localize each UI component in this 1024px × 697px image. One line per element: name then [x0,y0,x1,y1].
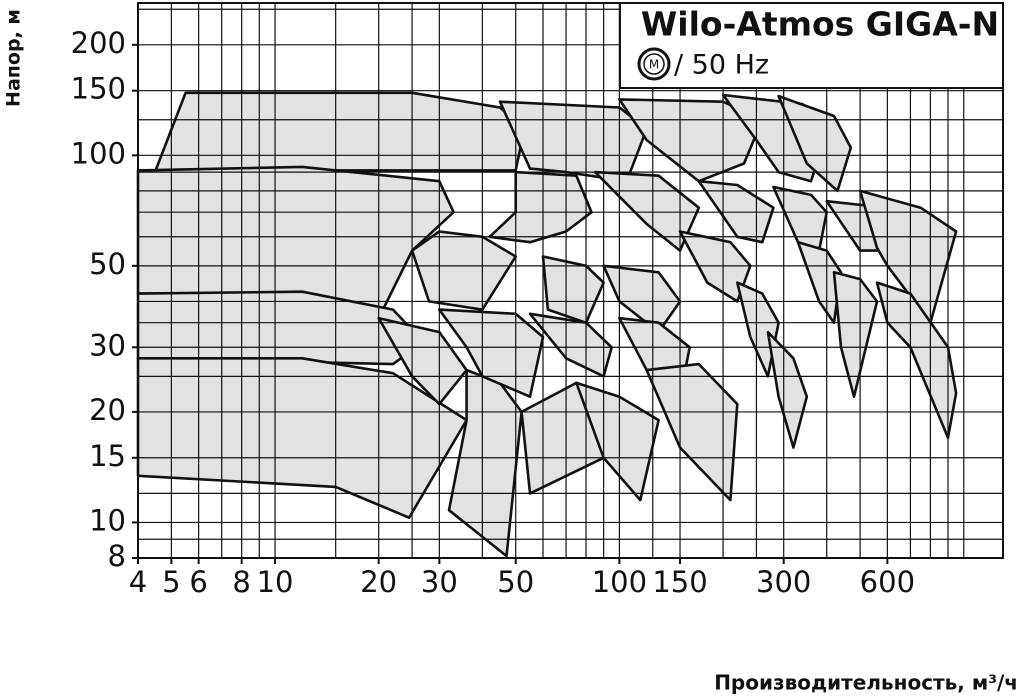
performance-region [528,312,613,378]
x-tick-label: 30 [421,565,458,599]
performance-region [645,362,739,502]
motor-icon [637,47,671,81]
y-tick-label: 30 [89,328,126,362]
y-tick-label: 20 [89,393,126,427]
y-tick-label: 50 [89,247,126,281]
performance-region [593,170,701,252]
performance-region [832,271,879,398]
y-tick-label: 15 [89,439,126,473]
performance-region [678,230,752,303]
x-tick-label: 10 [257,565,294,599]
title-box [619,2,1004,89]
chart-title: Wilo-Atmos GIGA-N [641,5,999,44]
y-tick-label: 10 [89,503,126,537]
y-tick-label: 150 [71,72,126,106]
performance-region [541,255,605,324]
performance-region [447,368,523,558]
x-tick-label: 50 [497,565,534,599]
y-tick-label: 200 [71,26,126,60]
x-tick-label: 20 [360,565,397,599]
performance-region [488,170,593,244]
plot-frame [137,2,1004,559]
x-tick-label: 100 [592,565,647,599]
motor-symbol: M [649,58,659,72]
performance-region [772,185,828,252]
x-tick-label: 8 [232,565,250,599]
performance-region [602,264,682,334]
x-tick-label: 300 [756,565,811,599]
y-axis-label: Напор, м [3,9,25,107]
x-tick-label: 6 [189,565,207,599]
performance-region [498,100,648,183]
x-tick-label: 5 [162,565,180,599]
performance-region [410,230,517,311]
performance-region [875,281,958,440]
performance-region [154,91,526,172]
x-tick-label: 150 [652,565,707,599]
x-tick-label: 600 [860,565,915,599]
y-tick-label: 8 [108,539,126,573]
performance-region [377,316,468,406]
performance-region [766,330,809,449]
x-tick-label: 4 [129,565,147,599]
motor-icon-inner [643,53,665,75]
chart-subtitle: / 50 Hz [674,50,769,81]
x-axis-label: Производительность, м³/ч [714,671,1018,695]
y-tick-label: 100 [71,136,126,170]
